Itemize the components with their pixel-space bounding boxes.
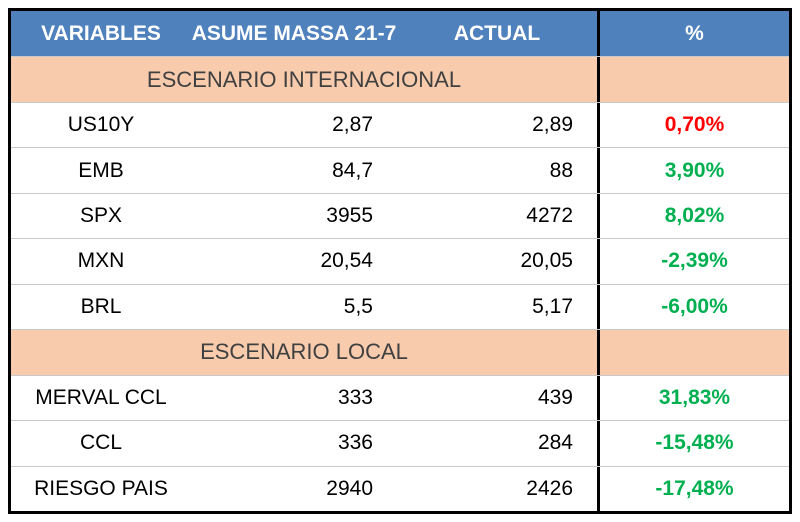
table-row-us10y: US10Y 2,87 2,89 0,70%: [11, 101, 789, 148]
percent-value: 3,90%: [597, 148, 789, 193]
actual-value: 284: [537, 431, 573, 455]
section-title: ESCENARIO LOCAL: [11, 330, 597, 375]
column-header-asume-massa: ASUME MASSA 21-7: [191, 11, 397, 57]
variable-name: BRL: [80, 294, 122, 318]
asume-value: 333: [337, 385, 373, 409]
column-header-actual: ACTUAL: [397, 11, 597, 57]
actual-value: 439: [537, 385, 573, 409]
section-percent-filler: [597, 57, 789, 102]
variable-name: MXN: [77, 249, 125, 273]
asume-value: 20,54: [320, 249, 373, 273]
actual-value: 88: [549, 158, 573, 182]
asume-value: 336: [337, 431, 373, 455]
asume-value: 3955: [326, 204, 373, 228]
table-row-mxn: MXN 20,54 20,05 -2,39%: [11, 238, 789, 284]
variable-name: RIESGO PAIS: [34, 476, 168, 500]
percent-value: -15,48%: [597, 421, 789, 466]
variable-name: CCL: [79, 431, 122, 455]
table-row-spx: SPX 3955 4272 8,02%: [11, 192, 789, 239]
percent-value: -2,39%: [597, 239, 789, 284]
variable-name: US10Y: [67, 113, 135, 137]
variable-name: EMB: [78, 158, 124, 182]
actual-value: 20,05: [520, 249, 573, 273]
column-header-variables: VARIABLES: [11, 11, 191, 57]
variable-name: SPX: [79, 204, 123, 228]
actual-value: 2426: [526, 476, 573, 500]
asume-value: 2,87: [332, 113, 373, 137]
percent-value: 8,02%: [597, 193, 789, 239]
variables-table: VARIABLES ASUME MASSA 21-7 ACTUAL % ESCE…: [8, 8, 792, 514]
table-row-ccl: CCL 336 284 -15,48%: [11, 420, 789, 466]
percent-value: -17,48%: [597, 466, 789, 511]
percent-value: 31,83%: [597, 375, 789, 421]
variable-name: MERVAL CCL: [35, 385, 167, 409]
section-row-internacional: ESCENARIO INTERNACIONAL: [11, 56, 789, 102]
table-row-merval-ccl: MERVAL CCL 333 439 31,83%: [11, 374, 789, 421]
actual-value: 5,17: [532, 294, 573, 318]
table-row-brl: BRL 5,5 5,17 -6,00%: [11, 283, 789, 330]
actual-value: 2,89: [532, 113, 573, 137]
asume-value: 2940: [326, 476, 373, 500]
table-row-emb: EMB 84,7 88 3,90%: [11, 147, 789, 193]
actual-value: 4272: [526, 204, 573, 228]
section-row-local: ESCENARIO LOCAL: [11, 329, 789, 375]
section-percent-filler: [597, 330, 789, 375]
header-row: VARIABLES ASUME MASSA 21-7 ACTUAL %: [11, 11, 789, 57]
asume-value: 5,5: [343, 294, 373, 318]
percent-value: -6,00%: [597, 284, 789, 330]
table-row-riesgo-pais: RIESGO PAIS 2940 2426 -17,48%: [11, 465, 789, 511]
section-title: ESCENARIO INTERNACIONAL: [11, 57, 597, 102]
asume-value: 84,7: [332, 158, 373, 182]
percent-value: 0,70%: [597, 102, 789, 148]
column-header-percent: %: [597, 11, 789, 57]
